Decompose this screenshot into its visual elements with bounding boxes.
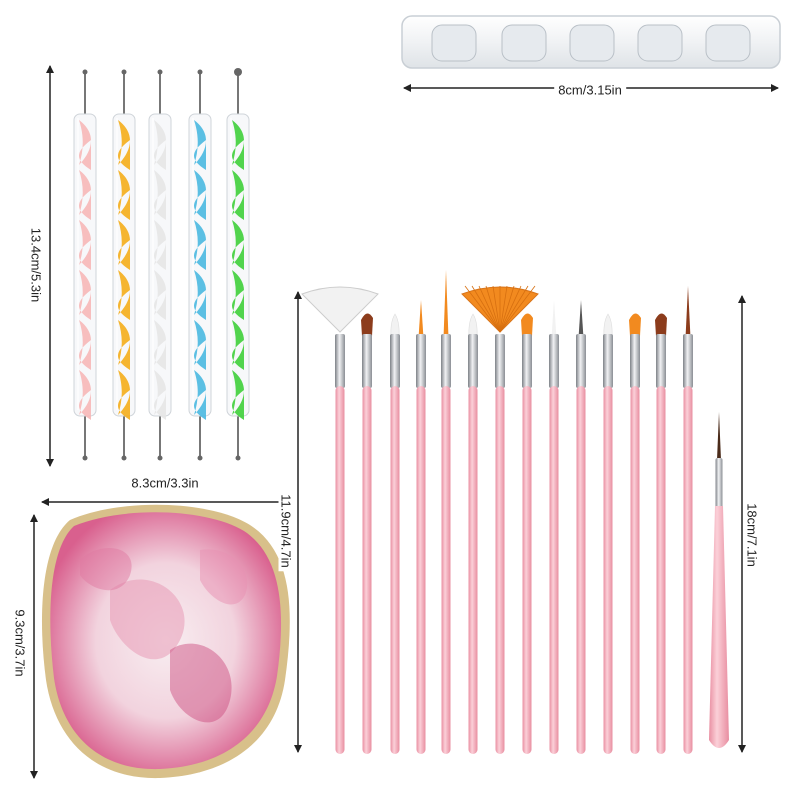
dotting-tool — [148, 69, 172, 461]
nail-brush — [576, 300, 586, 754]
holder-width-label: 8cm/3.15in — [554, 82, 626, 98]
dotting-height-label: 13.4cm/5.3in — [28, 223, 44, 307]
holder-slots — [431, 24, 751, 62]
nail-brush — [301, 286, 379, 754]
dotting-tool — [73, 69, 97, 461]
brush-height-label: 11.9cm/4.7in — [278, 490, 294, 572]
brush-holder — [401, 15, 781, 69]
dotting-tool — [226, 68, 250, 461]
nail-brush — [603, 313, 613, 754]
dotting-width-label: 8.3cm/3.3in — [127, 475, 203, 491]
long-brush-height-label: 18cm/7.1in — [744, 499, 760, 571]
nail-brush — [549, 300, 559, 754]
nail-brush — [361, 313, 373, 754]
nail-brush — [441, 270, 451, 754]
long-detail-brush — [709, 412, 729, 748]
nail-brush — [629, 313, 641, 754]
nail-brush — [683, 286, 693, 754]
dotting-tools — [73, 68, 250, 461]
mixing-palette — [41, 504, 290, 779]
nail-art-brushes — [301, 270, 729, 754]
nail-brush — [655, 313, 667, 754]
dotting-tool — [112, 69, 136, 461]
nail-brush — [416, 300, 426, 754]
nail-brush — [468, 313, 478, 754]
nail-brush — [390, 313, 400, 754]
palette-height-label: 9.3cm/3.7in — [12, 605, 28, 681]
nail-brush — [461, 285, 539, 754]
nail-brush — [521, 313, 533, 754]
dotting-tool — [188, 69, 212, 461]
